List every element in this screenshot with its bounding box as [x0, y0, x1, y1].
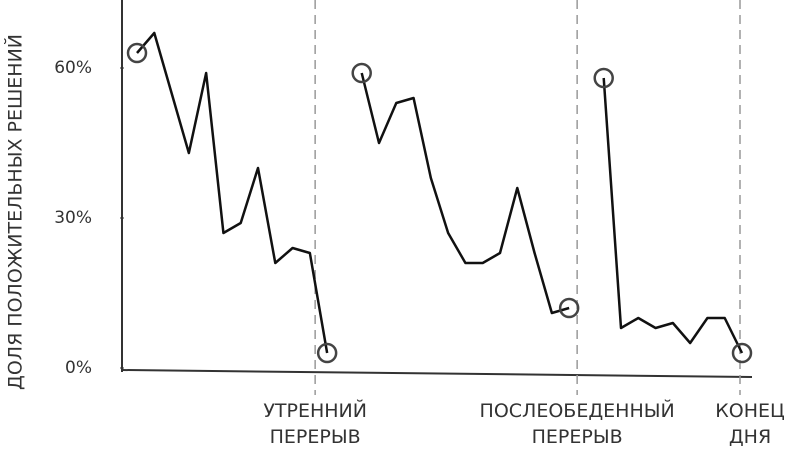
data-line	[602, 77, 744, 354]
point-marker	[731, 342, 753, 364]
point-marker	[558, 297, 580, 319]
point-marker	[126, 42, 148, 64]
y-tick-label: 0%	[65, 358, 92, 378]
data-line	[136, 31, 329, 354]
x-tick-label: КОНЕЦ ДНЯ	[715, 400, 785, 448]
point-marker	[316, 342, 338, 364]
data-line	[360, 72, 570, 315]
x-tick-label: УТРЕННИЙ ПЕРЕРЫВ	[263, 400, 367, 448]
point-marker	[351, 62, 372, 84]
y-tick-label: 60%	[54, 58, 92, 78]
x-tick-label: ПОСЛЕОБЕДЕННЫЙ ПЕРЕРЫВ	[479, 400, 675, 448]
y-axis-label: ДОЛЯ ПОЛОЖИТЕЛЬНЫХ РЕШЕНИЙ	[4, 34, 27, 390]
x-axis	[121, 369, 753, 378]
y-tick-label: 30%	[54, 208, 92, 228]
point-marker	[593, 67, 614, 89]
